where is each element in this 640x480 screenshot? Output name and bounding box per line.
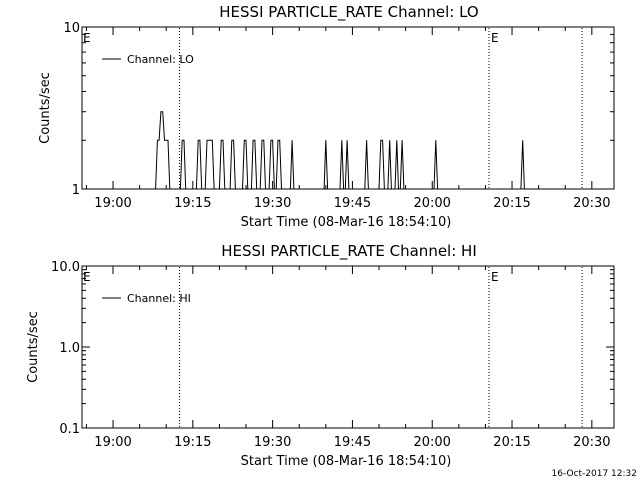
panel-lo-legend-label: Channel: LO <box>127 53 194 66</box>
panel-hi-legend-label: Channel: HI <box>127 292 191 305</box>
panel-hi-marks: 0.1 1.0 10.0 19:00 19:15 19:30 19:45 20:00 20:15… <box>51 260 614 450</box>
panel-hi-event-marker-label: E <box>491 270 499 284</box>
panel-lo-x-tick-label: 20:00 <box>413 196 450 211</box>
panel-lo-y-tick-label: 1 <box>72 183 80 198</box>
panel-lo-title: HESSI PARTICLE_RATE Channel: LO <box>219 3 478 22</box>
panel-lo-plot-frame <box>81 26 615 190</box>
panel-hi-left-edge-label: E <box>83 270 91 284</box>
panel-lo-y-axis-label: Counts/sec <box>38 72 53 144</box>
panel-hi-x-tick-label: 20:30 <box>573 435 610 450</box>
panel-hi-y-tick-label: 1.0 <box>59 341 80 356</box>
panel-lo-x-axis-label: Start Time (08-Mar-16 18:54:10) <box>241 215 452 230</box>
panel-hi-x-tick-label: 19:15 <box>174 435 211 450</box>
panel-lo-x-tick-label: 20:30 <box>573 196 610 211</box>
panel-lo-x-tick-label: 19:15 <box>174 196 211 211</box>
footer-timestamp: 16-Oct-2017 12:32 <box>552 469 637 479</box>
panel-lo-x-tick-label: 19:45 <box>334 196 371 211</box>
panel-hi-x-tick-label: 19:30 <box>254 435 291 450</box>
panel-lo-x-tick-label: 20:15 <box>493 196 530 211</box>
panel-lo: HESSI PARTICLE_RATE Channel: LO Counts/s… <box>38 3 615 230</box>
panel-lo-y-tick-label: 10 <box>63 21 80 36</box>
panel-lo-series-line <box>155 111 525 190</box>
panel-hi-title: HESSI PARTICLE_RATE Channel: HI <box>221 242 477 261</box>
panel-lo-x-tick-label: 19:30 <box>254 196 291 211</box>
panel-hi-x-axis-label: Start Time (08-Mar-16 18:54:10) <box>241 454 452 469</box>
panel-lo-left-edge-label: E <box>83 31 91 45</box>
panel-lo-x-tick-label: 19:00 <box>94 196 131 211</box>
panel-hi-x-tick-label: 19:45 <box>334 435 371 450</box>
panel-hi-y-tick-label: 10.0 <box>51 260 80 275</box>
panel-hi-y-tick-label: 0.1 <box>59 422 80 437</box>
panel-lo-marks: 1 10 19:00 19:15 19:30 19:45 20:00 20:15 20:30 E E… <box>63 21 614 211</box>
panel-hi-x-tick-label: 20:00 <box>413 435 450 450</box>
panel-hi-x-tick-label: 19:00 <box>94 435 131 450</box>
panel-lo-event-marker-label: E <box>491 31 499 45</box>
panel-hi-x-tick-label: 20:15 <box>493 435 530 450</box>
panel-hi: HESSI PARTICLE_RATE Channel: HI Counts/s… <box>26 242 615 469</box>
panel-hi-y-axis-label: Counts/sec <box>26 311 41 383</box>
